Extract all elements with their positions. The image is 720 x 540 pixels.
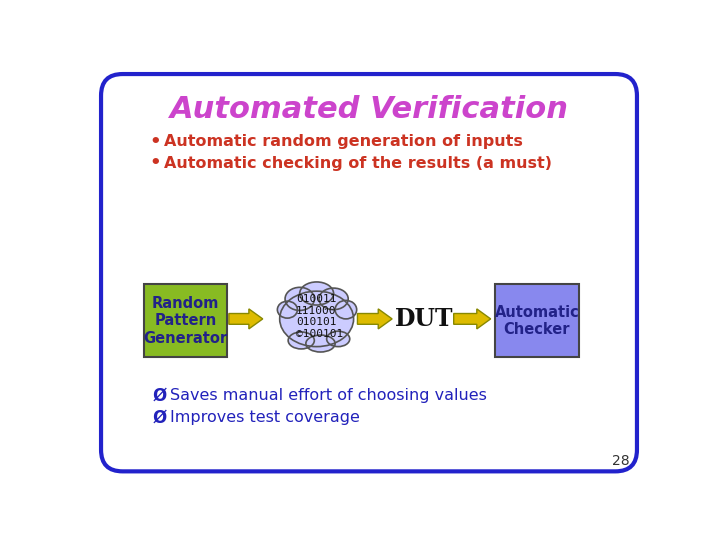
FancyArrow shape xyxy=(454,309,490,329)
Ellipse shape xyxy=(285,287,315,310)
Text: Saves manual effort of choosing values: Saves manual effort of choosing values xyxy=(171,388,487,403)
Text: Random
Pattern
Generator: Random Pattern Generator xyxy=(144,296,228,346)
Ellipse shape xyxy=(327,331,350,347)
FancyBboxPatch shape xyxy=(144,284,228,357)
Text: 28: 28 xyxy=(611,454,629,468)
Text: •: • xyxy=(149,154,161,172)
Text: Ø: Ø xyxy=(153,387,167,405)
Ellipse shape xyxy=(335,300,356,319)
Ellipse shape xyxy=(300,282,333,305)
Ellipse shape xyxy=(306,335,335,352)
FancyArrow shape xyxy=(229,309,263,329)
FancyArrow shape xyxy=(357,309,392,329)
Text: Automatic checking of the results (a must): Automatic checking of the results (a mus… xyxy=(164,156,552,171)
FancyBboxPatch shape xyxy=(495,284,579,357)
Text: Automated Verification: Automated Verification xyxy=(169,95,569,124)
Text: 010011
111000
010101
©100101: 010011 111000 010101 ©100101 xyxy=(296,294,343,339)
Ellipse shape xyxy=(319,288,348,309)
Ellipse shape xyxy=(288,332,315,349)
Text: Automatic random generation of inputs: Automatic random generation of inputs xyxy=(164,134,523,149)
Text: Improves test coverage: Improves test coverage xyxy=(171,410,360,425)
FancyBboxPatch shape xyxy=(101,74,637,471)
Text: Ø: Ø xyxy=(153,408,167,427)
Text: •: • xyxy=(149,133,161,151)
Ellipse shape xyxy=(279,291,354,347)
Text: DUT: DUT xyxy=(395,307,454,331)
Ellipse shape xyxy=(277,301,297,318)
Text: Automatic
Checker: Automatic Checker xyxy=(495,305,579,337)
